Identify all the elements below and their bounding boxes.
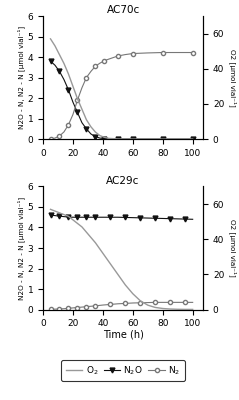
Title: AC29c: AC29c [106, 176, 140, 186]
Legend: O$_2$, N$_2$O, N$_2$: O$_2$, N$_2$O, N$_2$ [61, 360, 185, 381]
Y-axis label: N2O - N, N2 - N [μmol vial⁻¹]: N2O - N, N2 - N [μmol vial⁻¹] [17, 26, 25, 129]
Y-axis label: O2 [μmol vial⁻¹]: O2 [μmol vial⁻¹] [228, 219, 236, 277]
Y-axis label: O2 [μmol vial⁻¹]: O2 [μmol vial⁻¹] [228, 49, 236, 106]
Title: AC70c: AC70c [106, 5, 140, 15]
X-axis label: Time (h): Time (h) [103, 330, 144, 340]
Y-axis label: N2O - N, N2 - N [μmol vial⁻¹]: N2O - N, N2 - N [μmol vial⁻¹] [17, 196, 25, 300]
